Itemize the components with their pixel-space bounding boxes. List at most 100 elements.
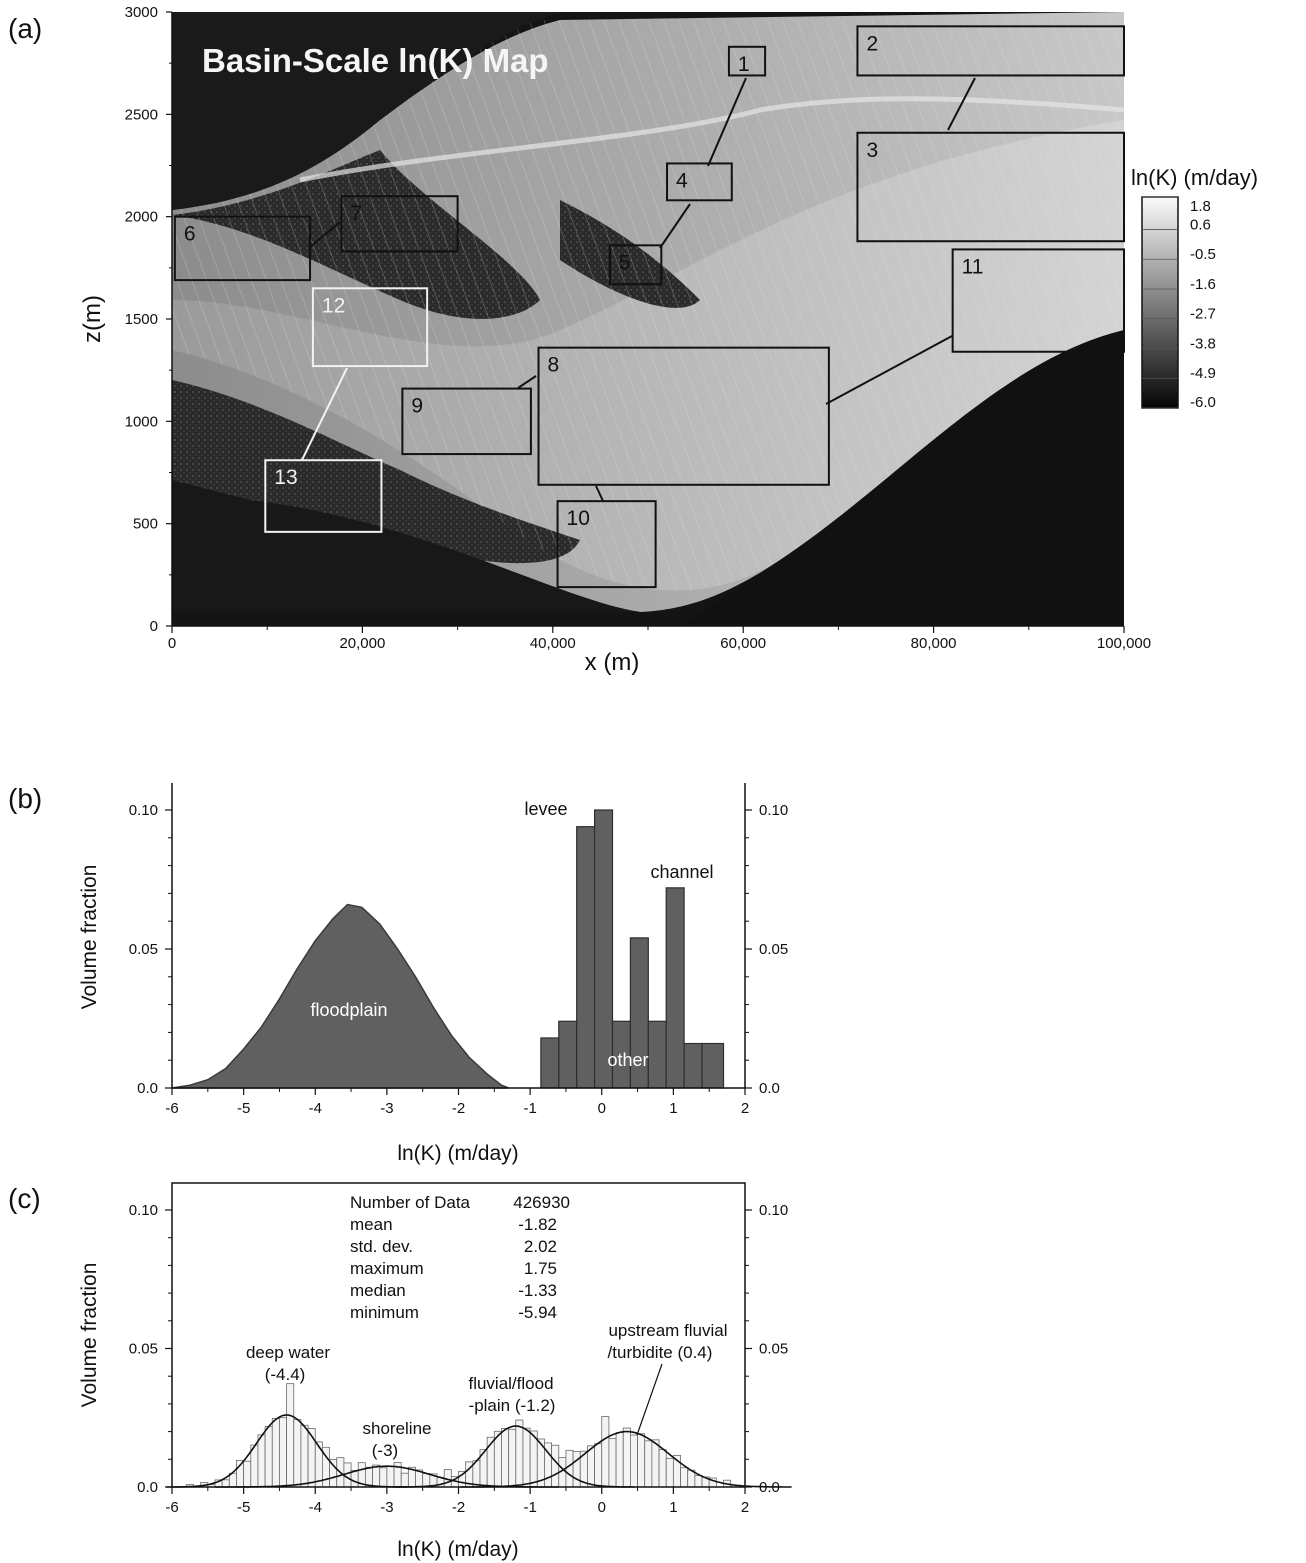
map-ylabel: z(m) — [79, 295, 106, 343]
annotation-channel: channel — [650, 862, 713, 882]
panel-b-ytick-right-label-0: 0.0 — [759, 1080, 780, 1097]
panel-c-xtick-label-3: -3 — [380, 1499, 393, 1516]
panel-b-xtick-label-1: -5 — [237, 1100, 250, 1117]
leader-line-2 — [947, 77, 976, 131]
stat-value-sd: 2.02 — [524, 1237, 557, 1256]
map-box-10 — [556, 500, 657, 589]
panel-b-xtick-label-0: -6 — [165, 1100, 178, 1117]
panel-c-ytick-right-label-0: 0.0 — [759, 1479, 780, 1496]
panel-c-bar-16 — [300, 1424, 309, 1488]
panel-c-ticks: -6 -5 -4 -3 -2 -1 0 1 2 0.0 0.0 0.05 0.05 0.10 0.10 — [129, 1202, 788, 1516]
map-box-label-5: 5 — [619, 251, 631, 274]
panel-b-bar-2 — [576, 826, 596, 1089]
panel-c-bar-67 — [665, 1457, 674, 1488]
map-lower-left-basement — [172, 480, 640, 612]
map-box-12 — [311, 287, 429, 368]
panel-c-bar-25 — [364, 1466, 373, 1488]
colorbar-label-2: -0.5 — [1190, 246, 1216, 263]
map-box-13 — [264, 459, 383, 533]
stat-label-sd: std. dev. — [350, 1237, 413, 1256]
leader-line-11 — [825, 335, 953, 405]
map-upper-left-dark — [172, 12, 560, 210]
map-xtick-label-5: 100,000 — [1097, 635, 1151, 652]
panel-b-ylabel: Volume fraction — [78, 865, 101, 1010]
map-channel-streak — [299, 96, 1125, 183]
stat-label-median: median — [350, 1281, 406, 1300]
stat-value-max: 1.75 — [524, 1259, 557, 1278]
panel-b-bar-3 — [593, 809, 614, 1089]
stats-table: Number of Data 426930 mean -1.82 std. de… — [350, 1193, 570, 1322]
map-lower-right-basement — [680, 330, 1124, 626]
map-title: Basin-Scale ln(K) Map — [202, 42, 549, 79]
upstream-leader-line — [636, 1363, 663, 1436]
panel-c-bar-5 — [221, 1479, 230, 1488]
map-xtick-label-2: 40,000 — [530, 635, 576, 652]
panel-c-bar-23 — [350, 1469, 359, 1488]
map-ytick-label-4: 2000 — [125, 209, 158, 226]
panel-b-ticks: -6 -5 -4 -3 -2 -1 0 1 2 0.0 0.0 0.05 0.05 0.10 0.10 — [129, 802, 788, 1117]
panel-c-bar-62 — [630, 1434, 638, 1488]
map-xlabel: x (m) — [585, 649, 640, 676]
stat-value-count: 426930 — [513, 1193, 570, 1212]
panel-b-plot — [171, 809, 725, 1089]
panel-c-histogram: -6 -5 -4 -3 -2 -1 0 1 2 0.0 0.0 0.05 0.05 0.10 0.10 ln… — [78, 1182, 792, 1561]
leader-line-10 — [595, 485, 604, 502]
panel-b-bar-9 — [701, 1042, 725, 1089]
stat-value-min: -5.94 — [518, 1303, 557, 1322]
floodplain-area — [171, 903, 509, 1089]
map-box-label-1: 1 — [738, 53, 750, 76]
annotation-shoreline: shoreline — [363, 1419, 432, 1438]
stat-label-min: minimum — [350, 1303, 419, 1322]
panel-c-bar-8 — [243, 1460, 252, 1488]
map-box-label-6: 6 — [184, 223, 196, 246]
panel-b-bar-6 — [647, 1020, 667, 1089]
panel-c-bar-11 — [264, 1425, 273, 1488]
map-box-label-4: 4 — [676, 169, 688, 192]
panel-c-ytick-label-0: 0.0 — [137, 1479, 158, 1496]
panel-c-bar-65 — [651, 1439, 660, 1488]
leader-line-4 — [659, 203, 691, 249]
panel-c-ytick-label-2: 0.10 — [129, 1202, 158, 1219]
map-xtick-label-0: 0 — [168, 635, 176, 652]
panel-b-bar-0 — [540, 1037, 560, 1089]
panel-c-xtick-label-6: 0 — [598, 1499, 606, 1516]
map-ytick-label-1: 500 — [133, 516, 158, 533]
panel-c-bar-63 — [637, 1433, 646, 1488]
map-box-label-7: 7 — [350, 202, 362, 225]
map-box-1 — [727, 45, 767, 77]
panel-b-ytick-label-2: 0.10 — [129, 802, 158, 819]
panel-c-annotations: deep water (-4.4) shoreline (-3) fluvial… — [246, 1321, 728, 1460]
panel-c-bar-22 — [343, 1462, 352, 1488]
annotation-upstream: upstream fluvial — [608, 1321, 727, 1340]
annotation-floodplain: floodplain — [310, 1000, 387, 1020]
panel-c-bar-26 — [372, 1464, 381, 1488]
stat-label-mean: mean — [350, 1215, 393, 1234]
panel-b-xtick-label-4: -2 — [452, 1100, 465, 1117]
annotation-shoreline-value: (-3) — [372, 1441, 398, 1460]
colorbar-title: ln(K) (m/day) — [1131, 165, 1258, 190]
colorbar-label-1: 0.6 — [1190, 216, 1211, 233]
annotation-fluvial: fluvial/flood — [468, 1374, 553, 1393]
panel-c-bar-46 — [515, 1419, 524, 1488]
panel-c-bar-12 — [271, 1417, 280, 1488]
annotation-fluvial-value: -plain (-1.2) — [469, 1396, 556, 1415]
map-axes: 0 500 1000 1500 2000 2500 3000 0 20,000 40,000 60,… — [125, 4, 1151, 652]
panel-c-bar-27 — [379, 1467, 388, 1488]
map-box-label-11: 11 — [962, 255, 984, 278]
panel-c-bar-44 — [501, 1428, 510, 1488]
panel-b-ytick-label-1: 0.05 — [129, 941, 158, 958]
map-box-label-8: 8 — [548, 354, 560, 377]
map-box-2 — [856, 25, 1125, 77]
panel-c-bar-28 — [386, 1465, 395, 1488]
stat-label-max: maximum — [350, 1259, 424, 1278]
panel-c-bar-45 — [508, 1428, 517, 1488]
panel-b-xtick-label-6: 0 — [598, 1100, 606, 1117]
map-box-8 — [537, 346, 830, 486]
leader-line-9 — [517, 375, 537, 389]
colorbar-label-6: -4.9 — [1190, 365, 1216, 382]
panel-c-bar-10 — [257, 1434, 266, 1488]
panel-b-ytick-label-0: 0.0 — [137, 1080, 158, 1097]
